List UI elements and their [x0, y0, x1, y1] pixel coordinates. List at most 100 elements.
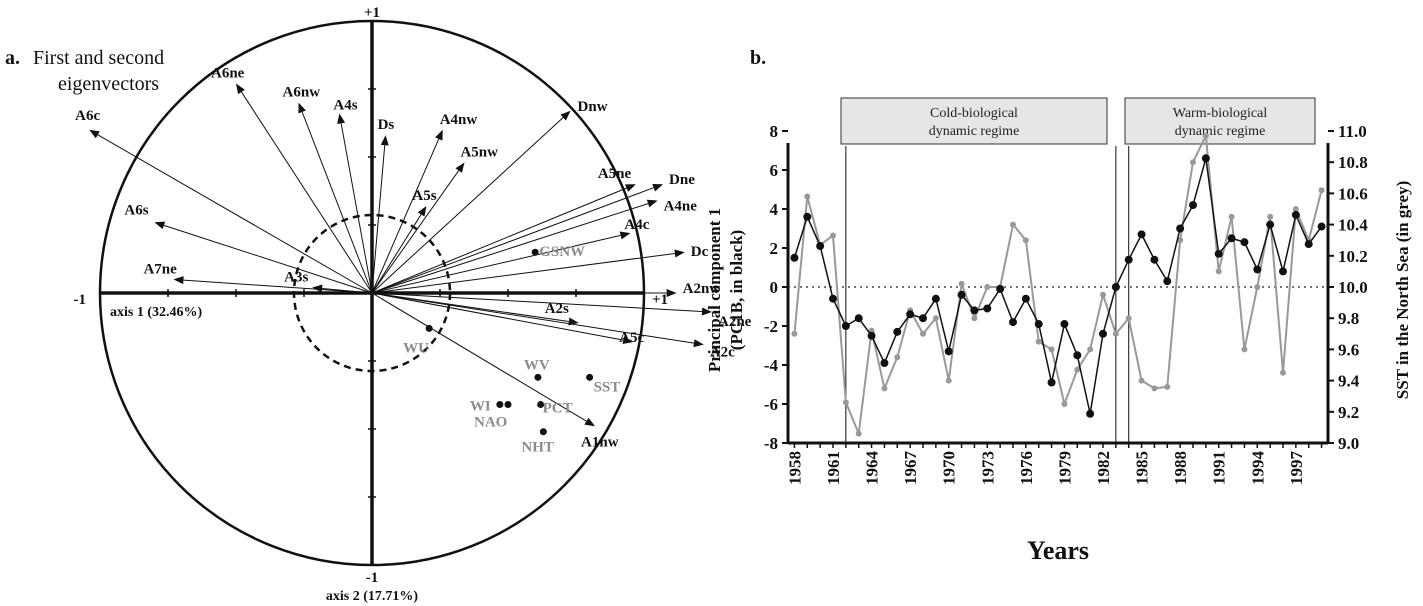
y-left-tick-label: 4 — [770, 200, 779, 219]
vector-a5c-arrowhead — [622, 336, 634, 345]
pc1b-point — [1086, 409, 1095, 418]
pc1b-point — [1189, 201, 1197, 210]
vector-a4nw-arrowhead — [435, 129, 443, 141]
sst-point — [920, 330, 926, 337]
vector-a3s-line — [322, 287, 373, 294]
y-axis-right-title: SST in the North Sea (in grey) — [1393, 181, 1412, 400]
y-axis-left-title-line1: Principal component 1 — [705, 208, 724, 372]
cold-regime-line2: dynamic regime — [929, 124, 1020, 139]
pc1b-point — [1150, 255, 1159, 264]
pc1b-point — [867, 331, 876, 340]
pc1b-point — [1304, 240, 1313, 249]
sst-point — [1202, 132, 1209, 139]
pc1b-point — [983, 304, 992, 313]
x-tick-label: 1991 — [1210, 451, 1229, 485]
sst-point — [1177, 237, 1184, 244]
vector-a2nw-label: A2nw — [683, 281, 721, 297]
sst-point — [1048, 346, 1055, 353]
y-right-tick-label: 9.0 — [1338, 434, 1359, 453]
vector-a3s-label: A3s — [284, 270, 308, 286]
vector-a4s-label: A4s — [333, 97, 357, 113]
vector-a4ne-arrowhead — [646, 199, 658, 208]
y-axis-left-title-line2: (PC1B, in black) — [727, 230, 746, 350]
passive-sst-label: SST — [594, 379, 621, 395]
vector-dne-arrowhead — [652, 183, 664, 192]
pc1b-point — [829, 294, 837, 303]
pc1b-point — [1073, 351, 1082, 360]
sst-point — [804, 193, 811, 200]
vector-a6c-arrowhead — [89, 129, 100, 139]
vector-a6s-line — [163, 224, 373, 294]
panel-a-letter: a. — [5, 47, 20, 69]
vector-a1nw-arrowhead — [584, 417, 596, 427]
sst-point — [1267, 213, 1274, 220]
pc1b-point — [1009, 318, 1017, 327]
pc1b-point — [957, 290, 966, 299]
vector-a2ne-line — [371, 292, 703, 312]
sst-point — [1215, 268, 1222, 275]
pc1b-point — [1137, 230, 1146, 239]
vector-a6nw-label: A6nw — [283, 85, 321, 101]
x-tick-label: 1994 — [1248, 451, 1267, 486]
sst-point — [1087, 346, 1094, 353]
vector-dc-label: Dc — [691, 244, 709, 260]
pc1b-point — [1111, 283, 1120, 291]
sst-point — [1241, 346, 1248, 353]
vector-a1nw-label: A1nw — [581, 434, 619, 450]
vector-a2ne-label: A2ne — [718, 314, 752, 330]
sst-point — [1112, 330, 1119, 337]
passive-nao-label: NAO — [474, 415, 507, 431]
sst-point — [1074, 366, 1081, 373]
vector-ds-label: Ds — [378, 117, 395, 133]
x-tick-label: 1979 — [1055, 451, 1074, 485]
warm-regime-line2: dynamic regime — [1175, 124, 1266, 139]
sst-point — [855, 430, 862, 437]
vector-a5s-arrowhead — [417, 205, 427, 217]
passive-gsnw-dot — [531, 248, 539, 256]
vector-a2c-line — [371, 292, 695, 344]
passive-nht-dot — [539, 428, 547, 436]
vector-a6c-line — [97, 134, 373, 294]
y-left-tick-label: -6 — [764, 395, 778, 414]
vector-a4nw-line — [371, 138, 440, 294]
pc1b-point — [1176, 224, 1185, 233]
vector-a6nw-arrowhead — [298, 102, 306, 114]
passive-wi-dot — [496, 401, 504, 409]
vector-a1nw-line — [371, 292, 587, 422]
x-tick-label: 1985 — [1133, 451, 1152, 485]
x-tick-label: 1982 — [1094, 451, 1113, 485]
axis-end-neg-x: -1 — [74, 292, 87, 308]
vector-dne-label: Dne — [669, 172, 695, 188]
pc1b-point — [944, 347, 953, 356]
axis-end-neg-y: -1 — [366, 570, 379, 586]
sst-point — [1254, 284, 1261, 290]
vector-a5s-line — [371, 214, 422, 294]
sst-point — [842, 399, 849, 406]
passive-nao-dot — [504, 401, 512, 409]
vector-dnw-line — [371, 117, 564, 294]
passive-wi-label: WI — [470, 399, 491, 415]
x-tick-label: 1964 — [863, 451, 882, 486]
vector-a6ne-label: A6ne — [211, 66, 245, 82]
pc1b-point — [970, 306, 979, 315]
axis-end-pos-y: +1 — [364, 5, 380, 21]
sst-point — [984, 284, 991, 290]
vector-a3s-arrowhead — [312, 284, 323, 293]
vector-a6s-arrowhead — [154, 221, 166, 230]
vector-a7ne-label: A7ne — [143, 261, 177, 277]
vector-a7ne-arrowhead — [173, 276, 184, 285]
pc1b-point — [1317, 222, 1326, 231]
vector-a5nw-line — [371, 170, 460, 294]
pc1b-point — [790, 253, 799, 262]
panel-b-letter: b. — [750, 47, 766, 69]
sst-series — [791, 132, 1325, 438]
vector-a4c-arrowhead — [619, 231, 631, 240]
passive-nht-label: NHT — [521, 440, 554, 456]
vector-dc-line — [371, 252, 675, 294]
vector-dnw-label: Dnw — [578, 99, 608, 115]
passive-gsnw-label: GSNW — [539, 244, 585, 260]
y-right-tick-label: 9.4 — [1338, 372, 1360, 391]
x-tick-label: 1976 — [1017, 451, 1036, 485]
